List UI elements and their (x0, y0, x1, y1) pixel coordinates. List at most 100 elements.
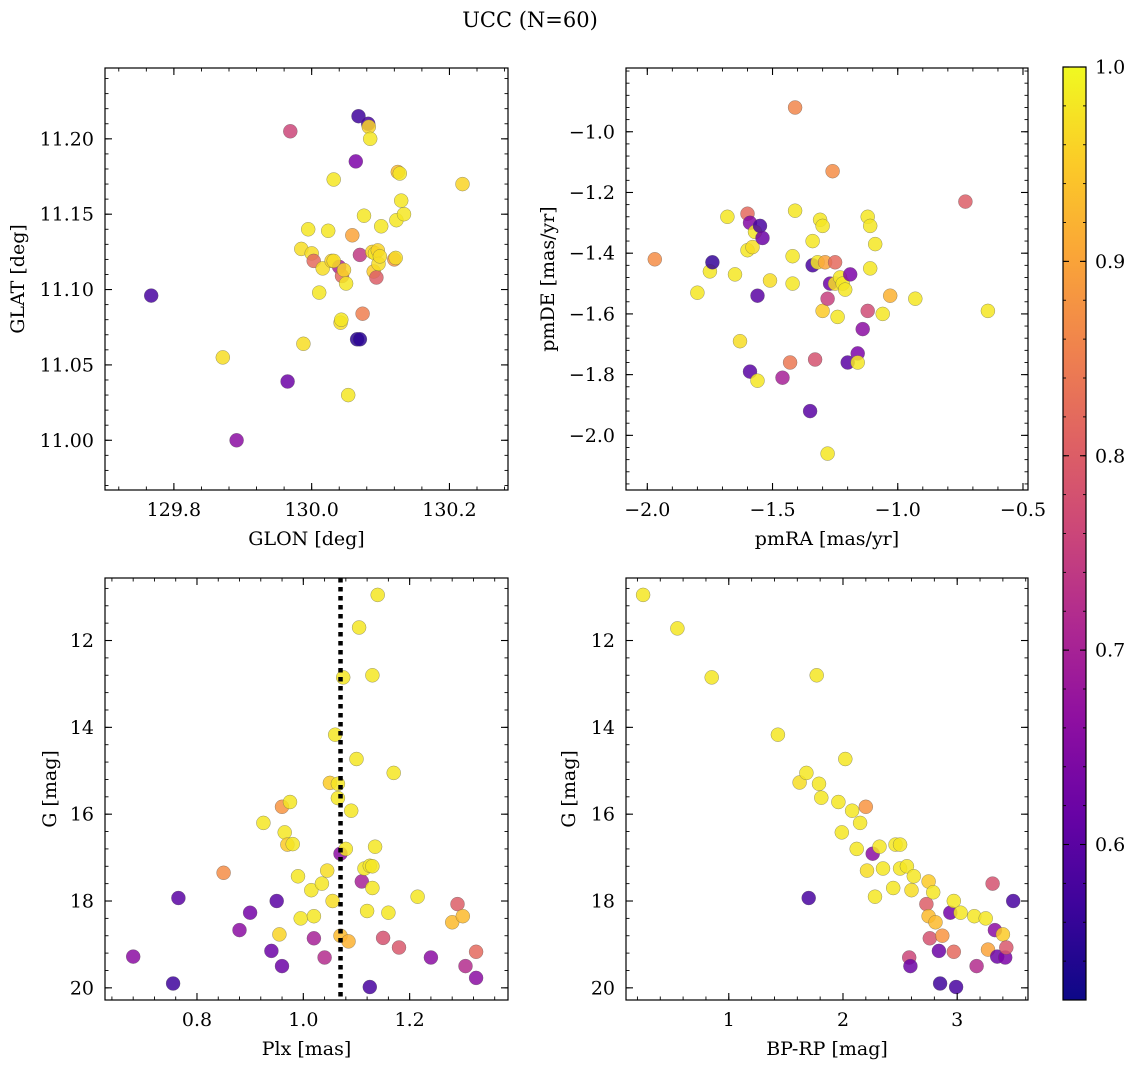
scatter-point (326, 253, 341, 269)
scatter-point (455, 176, 470, 192)
y-tick-label: 20 (70, 977, 94, 999)
scatter-point (827, 255, 843, 270)
x-axis-label: pmRA [mas/yr] (755, 528, 899, 550)
y-tick-label: −1.6 (569, 303, 615, 325)
x-tick-label: 3 (951, 1009, 963, 1031)
x-tick-label: −0.5 (1000, 499, 1046, 521)
x-tick-label: −1.0 (875, 499, 921, 521)
colorbar-gradient (1062, 66, 1087, 1001)
scatter-point (875, 306, 890, 322)
scatter-point (269, 893, 284, 909)
scatter-point (831, 794, 846, 810)
scatter-point (809, 668, 824, 683)
scatter-point (980, 303, 996, 319)
axes-frame (625, 577, 1029, 1001)
scatter-point (838, 751, 853, 767)
scatter-point (867, 236, 883, 252)
scatter-point (958, 194, 973, 209)
scatter-point (320, 223, 336, 239)
scatter-point (296, 336, 311, 352)
scatter-point (922, 931, 938, 946)
scatter-point (293, 911, 308, 926)
colorbar-tick-label: 1.0 (1095, 57, 1125, 79)
scatter-point (1005, 893, 1021, 909)
scatter-point (340, 387, 356, 403)
scatter-point (125, 949, 141, 964)
scatter-point (359, 903, 375, 919)
scatter-point (787, 203, 803, 218)
scatter-point (752, 218, 768, 234)
scatter-point (393, 193, 409, 208)
scatter-point (396, 206, 412, 222)
scatter-point (882, 288, 898, 303)
y-tick-label: 18 (591, 891, 615, 913)
scatter-point (349, 751, 364, 767)
axes-frame (104, 67, 509, 491)
x-tick-label: 0.8 (182, 1009, 212, 1031)
scatter-point (935, 928, 950, 943)
scatter-point (352, 332, 368, 347)
scatter-point (373, 219, 389, 234)
scatter-point (842, 267, 858, 282)
scatter-point (304, 882, 319, 898)
scatter-point (306, 908, 322, 924)
y-axis-label: G [mag] (39, 750, 61, 828)
y-tick-label: 16 (591, 804, 615, 826)
scatter-point (885, 880, 901, 896)
scatter-point (355, 306, 370, 321)
scatter-point (365, 668, 380, 683)
scatter-point (171, 890, 186, 906)
scatter-point (319, 863, 335, 878)
scatter-point (802, 403, 818, 419)
scatter-point (820, 446, 835, 461)
scatter-point (345, 228, 360, 243)
scatter-point (274, 958, 290, 974)
scatter-point (282, 794, 298, 810)
y-tick-label: −1.8 (569, 364, 615, 386)
scatter-point (311, 285, 327, 300)
scatter-point (844, 803, 860, 818)
scatter-point (670, 621, 685, 636)
figure-title: UCC (N=60) (462, 8, 598, 32)
scatter-point (370, 587, 385, 603)
scatter-point (785, 248, 800, 264)
scatter-point (815, 303, 830, 319)
scatter-point (450, 896, 465, 912)
x-axis-label: GLON [deg] (248, 528, 364, 550)
scatter-point (334, 312, 349, 327)
scatter-point (850, 355, 865, 370)
scatter-point (372, 249, 388, 264)
scatter-point (852, 815, 868, 831)
y-tick-label: −1.4 (569, 243, 615, 265)
scatter-point (985, 876, 1000, 891)
scatter-point (801, 890, 816, 906)
scatter-point (999, 940, 1014, 955)
scatter-point (143, 288, 159, 303)
panel-pmra-pmde: −2.0 −1.5 −1.0 −0.5 −2.0 −1.8 −1.6 −1.4 −1.2 −1.0… (537, 67, 1046, 550)
x-tick-label: 1.2 (395, 1009, 425, 1031)
scatter-point (849, 841, 864, 857)
scatter-point (787, 100, 803, 115)
scatter-point (300, 222, 316, 237)
colorbar: 0.6 0.7 0.8 0.9 1.0 (1062, 57, 1125, 1001)
scatter-point (362, 979, 378, 995)
points (647, 100, 996, 461)
scatter-point (953, 905, 968, 920)
scatter-point (229, 433, 244, 448)
scatter-point (386, 765, 401, 781)
scatter-point (969, 958, 984, 974)
scatter-point (775, 370, 790, 385)
scatter-point (859, 863, 875, 878)
x-tick-label: 130.2 (422, 499, 476, 521)
scatter-point (946, 893, 962, 909)
y-tick-label: 20 (591, 977, 615, 999)
scatter-point (391, 940, 407, 955)
scatter-point (458, 958, 473, 974)
scatter-point (814, 790, 829, 805)
y-tick-label: 14 (591, 717, 615, 739)
points (635, 587, 1021, 995)
y-tick-label: 18 (70, 891, 94, 913)
scatter-point (165, 976, 181, 991)
scatter-point (306, 931, 322, 946)
